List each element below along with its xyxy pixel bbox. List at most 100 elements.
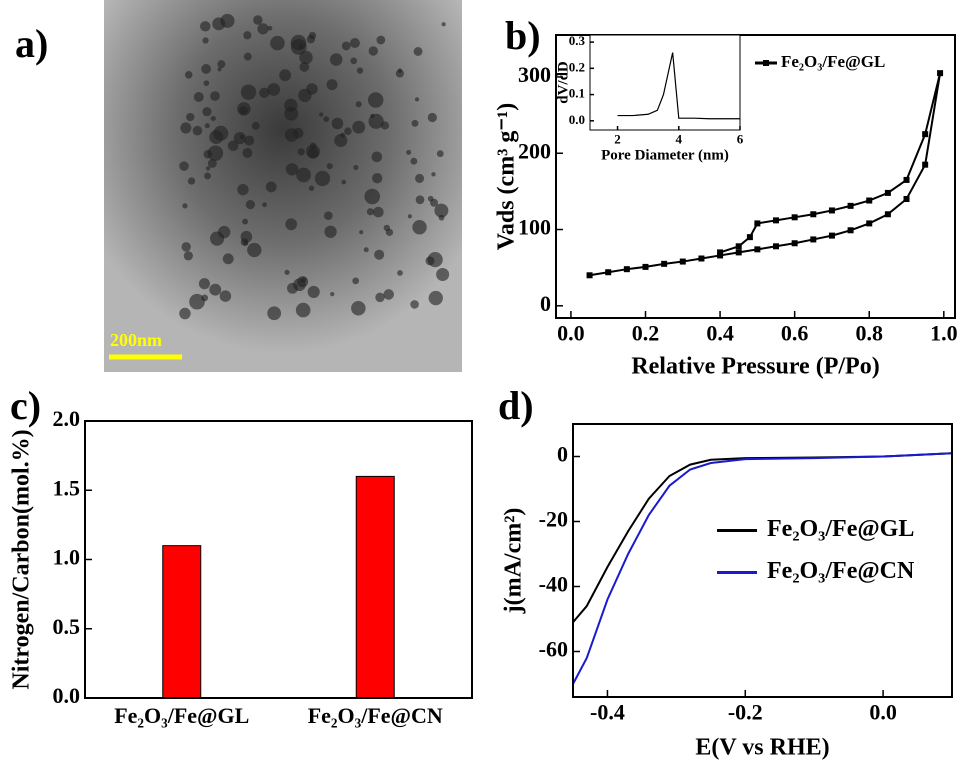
particle xyxy=(434,203,449,218)
particle xyxy=(427,112,437,123)
panel-label: b) xyxy=(505,13,541,58)
particle xyxy=(267,83,281,96)
plot-frame xyxy=(555,34,956,319)
x-tick-label: Fe₂O₃/Fe@GL xyxy=(114,703,249,728)
particle xyxy=(308,185,315,191)
particle xyxy=(233,131,247,145)
particle xyxy=(284,128,299,142)
particle xyxy=(183,251,193,261)
particle xyxy=(243,31,252,40)
particle xyxy=(239,134,245,140)
particle xyxy=(200,21,211,32)
y-tick-label: 1.0 xyxy=(53,545,81,570)
panel-label: c) xyxy=(10,383,41,428)
data-point xyxy=(847,202,854,209)
legend-label: Fe₂O₃/Fe@GL xyxy=(767,516,914,542)
particle xyxy=(352,120,366,134)
y-tick-label: 0.3 xyxy=(569,33,586,48)
data-point xyxy=(605,269,612,276)
data-point xyxy=(922,131,929,138)
data-point xyxy=(810,236,817,243)
bar xyxy=(162,545,202,699)
data-point xyxy=(754,220,761,227)
particle xyxy=(415,195,425,205)
particle xyxy=(295,302,311,318)
panel-label: d) xyxy=(498,383,534,428)
particle xyxy=(306,35,316,44)
particle xyxy=(307,285,320,298)
particle xyxy=(374,249,385,260)
particle xyxy=(428,290,443,306)
legend-marker xyxy=(763,60,769,66)
particle xyxy=(397,270,403,276)
particle xyxy=(213,125,229,141)
data-point xyxy=(642,263,649,270)
y-tick-label: 1.5 xyxy=(53,475,81,500)
data-point xyxy=(866,197,873,204)
x-tick-label: 6 xyxy=(737,131,744,146)
particle xyxy=(244,135,255,146)
x-tick-label: 4 xyxy=(676,131,683,146)
particle xyxy=(237,184,249,196)
particle xyxy=(364,188,381,205)
data-point xyxy=(735,249,742,256)
particle xyxy=(257,23,269,35)
y-tick-label: 0.1 xyxy=(569,86,585,101)
plot-frame xyxy=(572,423,953,698)
particle xyxy=(207,158,217,168)
particle xyxy=(372,206,384,218)
y-tick-label: 0.0 xyxy=(53,683,81,708)
particle xyxy=(239,106,248,115)
particle xyxy=(341,179,347,185)
particle xyxy=(319,112,324,117)
particle xyxy=(371,151,383,163)
particle xyxy=(326,163,333,170)
x-tick-label: 1.0 xyxy=(930,321,958,346)
particle xyxy=(204,172,211,180)
data-point xyxy=(698,255,705,262)
data-point xyxy=(754,246,761,253)
particle xyxy=(296,167,311,183)
particle xyxy=(217,67,222,72)
particle xyxy=(370,113,375,119)
particle xyxy=(323,211,333,221)
particle xyxy=(415,173,425,183)
inset-background xyxy=(590,35,740,130)
particle xyxy=(383,289,394,300)
particle xyxy=(307,147,319,159)
particle xyxy=(212,17,226,31)
particle xyxy=(352,277,360,285)
data-point xyxy=(679,258,686,265)
particle xyxy=(359,230,364,235)
particle xyxy=(353,164,359,170)
particle xyxy=(341,41,351,51)
micrograph xyxy=(104,0,462,372)
particle xyxy=(265,181,277,193)
particle xyxy=(383,224,391,232)
particle xyxy=(242,218,249,225)
particle xyxy=(262,202,267,208)
particle xyxy=(189,293,205,310)
data-point xyxy=(586,272,593,279)
x-tick-label: -0.2 xyxy=(728,700,763,725)
data-point xyxy=(828,207,835,214)
particle xyxy=(217,60,226,69)
particle xyxy=(350,57,358,65)
y-tick-label: 0.0 xyxy=(569,112,585,127)
data-point xyxy=(791,240,798,247)
particle xyxy=(431,172,436,177)
particle xyxy=(187,177,196,185)
y-axis-label: j(mA/cm²) xyxy=(501,508,527,615)
particle xyxy=(368,46,379,56)
particle xyxy=(356,67,364,74)
particle xyxy=(407,214,412,219)
y-tick-label: 0 xyxy=(540,291,551,316)
particle xyxy=(193,92,204,103)
particle xyxy=(395,69,404,78)
data-point xyxy=(791,214,798,221)
data-point xyxy=(773,243,780,250)
x-tick-label: 0.0 xyxy=(869,700,897,725)
particle xyxy=(198,278,210,290)
particle xyxy=(299,50,313,65)
x-axis-label: E(V vs RHE) xyxy=(695,735,829,761)
